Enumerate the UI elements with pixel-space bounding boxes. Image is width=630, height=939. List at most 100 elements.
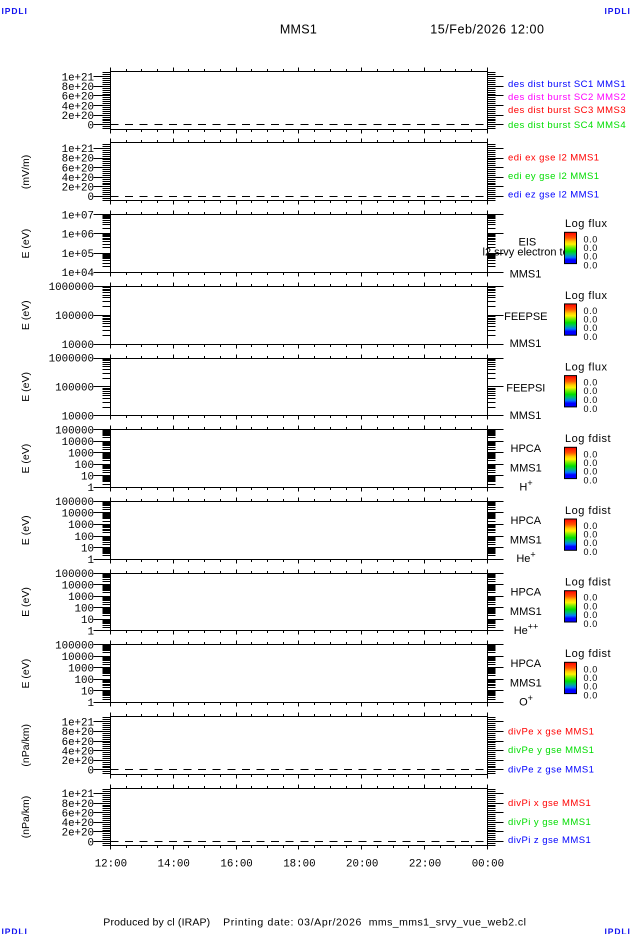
svg-text:divPe y gse MMS1: divPe y gse MMS1 xyxy=(508,745,594,756)
svg-text:FEEPSE: FEEPSE xyxy=(504,311,547,323)
svg-text:0: 0 xyxy=(88,192,94,204)
svg-text:FEEPSI: FEEPSI xyxy=(506,383,545,395)
svg-text:22:00: 22:00 xyxy=(409,858,441,870)
svg-text:MMS1: MMS1 xyxy=(510,534,542,546)
svg-text:E (eV): E (eV) xyxy=(20,444,32,474)
svg-text:l2 srvy electron tot: l2 srvy electron tot xyxy=(483,246,572,258)
svg-text:mms_mms1_srvy_vue_web2.cl: mms_mms1_srvy_vue_web2.cl xyxy=(369,917,527,929)
svg-text:1: 1 xyxy=(88,698,94,710)
svg-text:divPi x gse MMS1: divPi x gse MMS1 xyxy=(508,798,591,809)
svg-text:18:00: 18:00 xyxy=(283,858,315,870)
svg-text:15/Feb/2026 12:00: 15/Feb/2026 12:00 xyxy=(430,23,544,37)
svg-text:Produced by cl (IRAP): Produced by cl (IRAP) xyxy=(103,917,210,929)
svg-text:10: 10 xyxy=(81,543,94,555)
svg-text:1: 1 xyxy=(88,627,94,639)
svg-text:1000: 1000 xyxy=(68,592,94,604)
svg-text:des dist burst SC4 MMS4: des dist burst SC4 MMS4 xyxy=(508,120,626,131)
svg-text:divPi z gse MMS1: divPi z gse MMS1 xyxy=(508,835,591,846)
svg-text:edi ey gse l2 MMS1: edi ey gse l2 MMS1 xyxy=(508,171,600,182)
svg-text:100: 100 xyxy=(75,460,94,472)
svg-text:MMS1: MMS1 xyxy=(510,463,542,475)
svg-text:0.0: 0.0 xyxy=(584,691,598,701)
svg-text:edi ez gse l2 MMS1: edi ez gse l2 MMS1 xyxy=(508,190,600,201)
svg-text:Log flux: Log flux xyxy=(565,290,608,302)
svg-text:10000: 10000 xyxy=(62,509,94,521)
svg-text:10000: 10000 xyxy=(62,580,94,592)
svg-text:100: 100 xyxy=(75,603,94,615)
svg-text:0: 0 xyxy=(88,766,94,778)
svg-text:E (eV): E (eV) xyxy=(20,300,32,330)
svg-text:(nPa/km): (nPa/km) xyxy=(20,724,32,767)
svg-text:0.0: 0.0 xyxy=(584,261,598,271)
svg-text:Printing date: 03/Apr/2026: Printing date: 03/Apr/2026 xyxy=(223,917,362,929)
svg-text:edi ex gse l2 MMS1: edi ex gse l2 MMS1 xyxy=(508,153,600,164)
svg-text:Log flux: Log flux xyxy=(565,218,608,230)
svg-text:12:00: 12:00 xyxy=(95,858,127,870)
svg-text:100: 100 xyxy=(75,532,94,544)
svg-text:16:00: 16:00 xyxy=(220,858,252,870)
svg-text:MMS1: MMS1 xyxy=(280,23,317,37)
svg-text:100000: 100000 xyxy=(55,640,94,652)
svg-text:1000000: 1000000 xyxy=(49,354,94,366)
svg-text:0: 0 xyxy=(88,837,94,849)
svg-text:10: 10 xyxy=(81,687,94,699)
svg-text:0.0: 0.0 xyxy=(584,476,598,486)
svg-text:Log flux: Log flux xyxy=(565,362,608,374)
svg-text:10000: 10000 xyxy=(62,412,94,424)
svg-text:1000: 1000 xyxy=(68,520,94,532)
svg-text:20:00: 20:00 xyxy=(346,858,378,870)
svg-text:HPCA: HPCA xyxy=(511,587,542,599)
svg-text:100000: 100000 xyxy=(55,569,94,581)
svg-text:1e+04: 1e+04 xyxy=(62,268,94,280)
svg-text:(mV/m): (mV/m) xyxy=(20,155,32,189)
svg-text:100000: 100000 xyxy=(55,497,94,509)
svg-text:MMS1: MMS1 xyxy=(510,606,542,618)
svg-text:100: 100 xyxy=(75,675,94,687)
svg-text:Log fdist: Log fdist xyxy=(565,433,611,445)
svg-text:1000: 1000 xyxy=(68,664,94,676)
svg-text:1000: 1000 xyxy=(68,449,94,461)
svg-text:0.0: 0.0 xyxy=(584,332,598,342)
svg-text:IPDLI: IPDLI xyxy=(605,6,630,16)
svg-text:MMS1: MMS1 xyxy=(510,338,542,350)
svg-text:IPDLI: IPDLI xyxy=(605,927,630,934)
svg-text:10: 10 xyxy=(81,472,94,484)
svg-text:E (eV): E (eV) xyxy=(20,515,32,545)
svg-text:1: 1 xyxy=(88,555,94,567)
svg-text:E (eV): E (eV) xyxy=(20,372,32,402)
svg-text:1e+05: 1e+05 xyxy=(62,249,94,261)
svg-text:IPDLI: IPDLI xyxy=(2,927,28,934)
svg-text:HPCA: HPCA xyxy=(511,658,542,670)
svg-text:des dist burst SC1 MMS1: des dist burst SC1 MMS1 xyxy=(508,79,626,90)
svg-text:Log fdist: Log fdist xyxy=(565,648,611,660)
svg-text:MMS1: MMS1 xyxy=(510,410,542,422)
svg-text:divPe z gse MMS1: divPe z gse MMS1 xyxy=(508,764,594,775)
svg-text:1e+06: 1e+06 xyxy=(62,230,94,242)
svg-text:100000: 100000 xyxy=(55,425,94,437)
svg-text:E (eV): E (eV) xyxy=(20,587,32,617)
svg-text:1000000: 1000000 xyxy=(49,282,94,294)
svg-text:0: 0 xyxy=(88,121,94,133)
svg-text:00:00: 00:00 xyxy=(472,858,504,870)
svg-text:0.0: 0.0 xyxy=(584,619,598,629)
svg-text:Log fdist: Log fdist xyxy=(565,577,611,589)
svg-text:10000: 10000 xyxy=(62,340,94,352)
svg-text:1e+07: 1e+07 xyxy=(62,210,94,222)
svg-text:(nPa/km): (nPa/km) xyxy=(20,796,32,839)
svg-text:Log fdist: Log fdist xyxy=(565,505,611,517)
svg-text:E (eV): E (eV) xyxy=(20,229,32,259)
svg-text:0.0: 0.0 xyxy=(584,404,598,414)
svg-text:MMS1: MMS1 xyxy=(510,678,542,690)
svg-text:10000: 10000 xyxy=(62,437,94,449)
svg-text:100000: 100000 xyxy=(55,311,94,323)
svg-text:HPCA: HPCA xyxy=(511,443,542,455)
svg-text:divPe x gse MMS1: divPe x gse MMS1 xyxy=(508,727,594,738)
svg-text:E (eV): E (eV) xyxy=(20,659,32,689)
svg-text:divPi y gse MMS1: divPi y gse MMS1 xyxy=(508,817,591,828)
svg-text:des dist burst SC2 MMS2: des dist burst SC2 MMS2 xyxy=(508,92,626,103)
svg-text:14:00: 14:00 xyxy=(157,858,189,870)
svg-text:HPCA: HPCA xyxy=(511,515,542,527)
svg-text:1: 1 xyxy=(88,483,94,495)
svg-text:10: 10 xyxy=(81,615,94,627)
svg-text:100000: 100000 xyxy=(55,383,94,395)
